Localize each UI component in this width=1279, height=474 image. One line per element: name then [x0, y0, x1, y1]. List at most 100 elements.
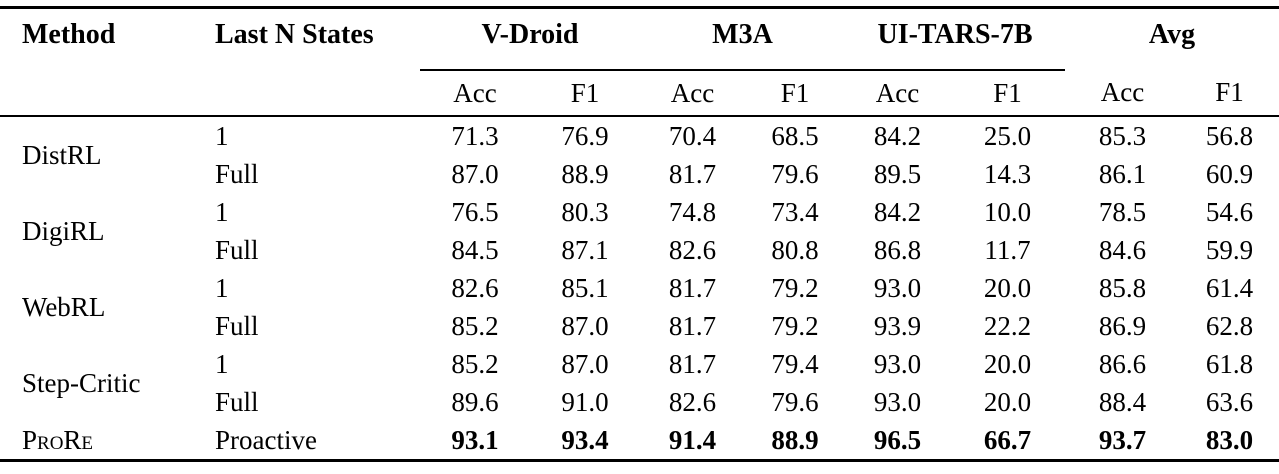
cell-value: 14.3	[983, 158, 1032, 189]
cell-value: 62.8	[1205, 310, 1254, 341]
last-n-states-cell: Full	[215, 158, 259, 189]
cell-value: 87.0	[451, 158, 499, 189]
cell-value: 54.6	[1205, 196, 1254, 227]
cell-value: 25.0	[983, 120, 1032, 151]
col-header-uitars-f1: F1	[950, 70, 1065, 117]
col-header-m3a-f1: F1	[745, 70, 845, 117]
last-n-states-cell: Full	[215, 386, 259, 417]
table-row-webrl-1: WebRL 1 82.6 85.1 81.7 79.2 93.0 20.0 85…	[0, 269, 1279, 322]
cell-value: 84.6	[1098, 234, 1147, 265]
cell-value: 83.0	[1205, 424, 1254, 455]
table-row-step-critic-full: Full 89.6 91.0 82.6 79.6 93.0 20.0 88.4 …	[0, 383, 1279, 421]
last-n-states-cell: 1	[215, 196, 229, 227]
table-body: DistRL 1 71.3 76.9 70.4 68.5 84.2 25.0 8…	[0, 116, 1279, 461]
table-row-distrl-1: DistRL 1 71.3 76.9 70.4 68.5 84.2 25.0 8…	[0, 116, 1279, 170]
cell-value: 93.1	[451, 424, 499, 455]
col-header-last-n-states: Last N States	[195, 7, 420, 117]
last-n-states-cell: 1	[215, 348, 229, 379]
col-header-avg-f1: F1	[1180, 70, 1279, 117]
cell-value: 76.5	[451, 196, 499, 227]
cell-value: 63.6	[1205, 386, 1254, 417]
cell-value: 76.9	[561, 120, 609, 151]
cell-value: 87.0	[561, 348, 609, 379]
header-sub-row: Acc F1 Acc F1 Acc F1 Acc F1	[0, 70, 1279, 117]
cell-value: 89.6	[451, 386, 499, 417]
table-header: Method Last N States V-Droid M3A UI-TARS…	[0, 7, 1279, 117]
cell-value: 82.6	[668, 386, 717, 417]
cell-value: 74.8	[668, 196, 717, 227]
col-header-vdroid-f1: F1	[530, 70, 640, 117]
cell-value: 96.5	[873, 424, 922, 455]
cell-value: 80.3	[561, 196, 609, 227]
col-group-m3a: M3A	[640, 7, 845, 71]
cell-value: 81.7	[668, 272, 717, 303]
last-n-states-cell: Full	[215, 310, 259, 341]
cell-value: 60.9	[1205, 158, 1254, 189]
method-cell-step-critic: Step-Critic	[22, 367, 141, 398]
cell-value: 81.7	[668, 348, 717, 379]
last-n-states-cell: 1	[215, 272, 229, 303]
cell-value: 86.6	[1098, 348, 1147, 379]
cell-value: 93.0	[873, 272, 922, 303]
cell-value: 88.4	[1098, 386, 1147, 417]
cell-value: 20.0	[983, 348, 1032, 379]
cell-value: 61.8	[1205, 348, 1254, 379]
results-table: Method Last N States V-Droid M3A UI-TARS…	[0, 6, 1279, 462]
cell-value: 56.8	[1205, 120, 1254, 151]
cell-value: 89.5	[873, 158, 922, 189]
method-cell-digirl: DigiRL	[22, 215, 105, 246]
header-group-row: Method Last N States V-Droid M3A UI-TARS…	[0, 7, 1279, 117]
cell-value: 84.2	[873, 120, 922, 151]
cell-value: 59.9	[1205, 234, 1254, 265]
cell-value: 79.4	[771, 348, 819, 379]
cell-value: 20.0	[983, 272, 1032, 303]
col-group-ui-tars-7b: UI-TARS-7B	[845, 7, 1065, 71]
cell-value: 73.4	[771, 196, 819, 227]
last-n-states-cell: 1	[215, 120, 229, 151]
table-row-webrl-full: Full 85.2 87.0 81.7 79.2 93.9 22.2 86.9 …	[0, 307, 1279, 345]
cell-value: 93.0	[873, 348, 922, 379]
cell-value: 85.1	[561, 272, 609, 303]
cell-value: 93.9	[873, 310, 922, 341]
cell-value: 85.2	[451, 310, 499, 341]
last-n-states-cell: Full	[215, 234, 259, 265]
table-row-prore: ProRe Proactive 93.1 93.4 91.4 88.9 96.5…	[0, 421, 1279, 461]
cell-value: 87.0	[561, 310, 609, 341]
col-header-avg-acc: Acc	[1065, 70, 1180, 117]
cell-value: 93.7	[1098, 424, 1147, 455]
cell-value: 10.0	[983, 196, 1032, 227]
cell-value: 68.5	[771, 120, 819, 151]
table-row-digirl-full: Full 84.5 87.1 82.6 80.8 86.8 11.7 84.6 …	[0, 231, 1279, 269]
cell-value: 79.2	[771, 310, 819, 341]
cell-value: 88.9	[561, 158, 609, 189]
cell-value: 82.6	[668, 234, 717, 265]
cell-value: 79.6	[771, 158, 819, 189]
cell-value: 20.0	[983, 386, 1032, 417]
col-group-avg: Avg	[1148, 19, 1196, 50]
cell-value: 81.7	[668, 158, 717, 189]
table-row-digirl-1: DigiRL 1 76.5 80.3 74.8 73.4 84.2 10.0 7…	[0, 193, 1279, 246]
cell-value: 78.5	[1098, 196, 1147, 227]
col-header-vdroid-acc: Acc	[420, 70, 530, 117]
cell-value: 79.2	[771, 272, 819, 303]
cell-value: 86.9	[1098, 310, 1147, 341]
cell-value: 88.9	[771, 424, 819, 455]
cell-value: 93.0	[873, 386, 922, 417]
cell-value: 84.5	[451, 234, 499, 265]
cell-value: 86.1	[1098, 158, 1147, 189]
cell-value: 85.3	[1098, 120, 1147, 151]
cell-value: 93.4	[561, 424, 609, 455]
cell-value: 79.6	[771, 386, 819, 417]
cell-value: 86.8	[873, 234, 922, 265]
cell-value: 22.2	[983, 310, 1032, 341]
table-row-distrl-full: Full 87.0 88.9 81.7 79.6 89.5 14.3 86.1 …	[0, 155, 1279, 193]
cell-value: 87.1	[561, 234, 609, 265]
cell-value: 85.2	[451, 348, 499, 379]
cell-value: 71.3	[451, 120, 499, 151]
cell-value: 85.8	[1098, 272, 1147, 303]
last-n-states-cell: Proactive	[215, 424, 317, 455]
col-header-m3a-acc: Acc	[640, 70, 745, 117]
col-header-method: Method	[0, 7, 195, 117]
method-cell-webrl: WebRL	[22, 291, 106, 322]
cell-value: 91.4	[668, 424, 717, 455]
